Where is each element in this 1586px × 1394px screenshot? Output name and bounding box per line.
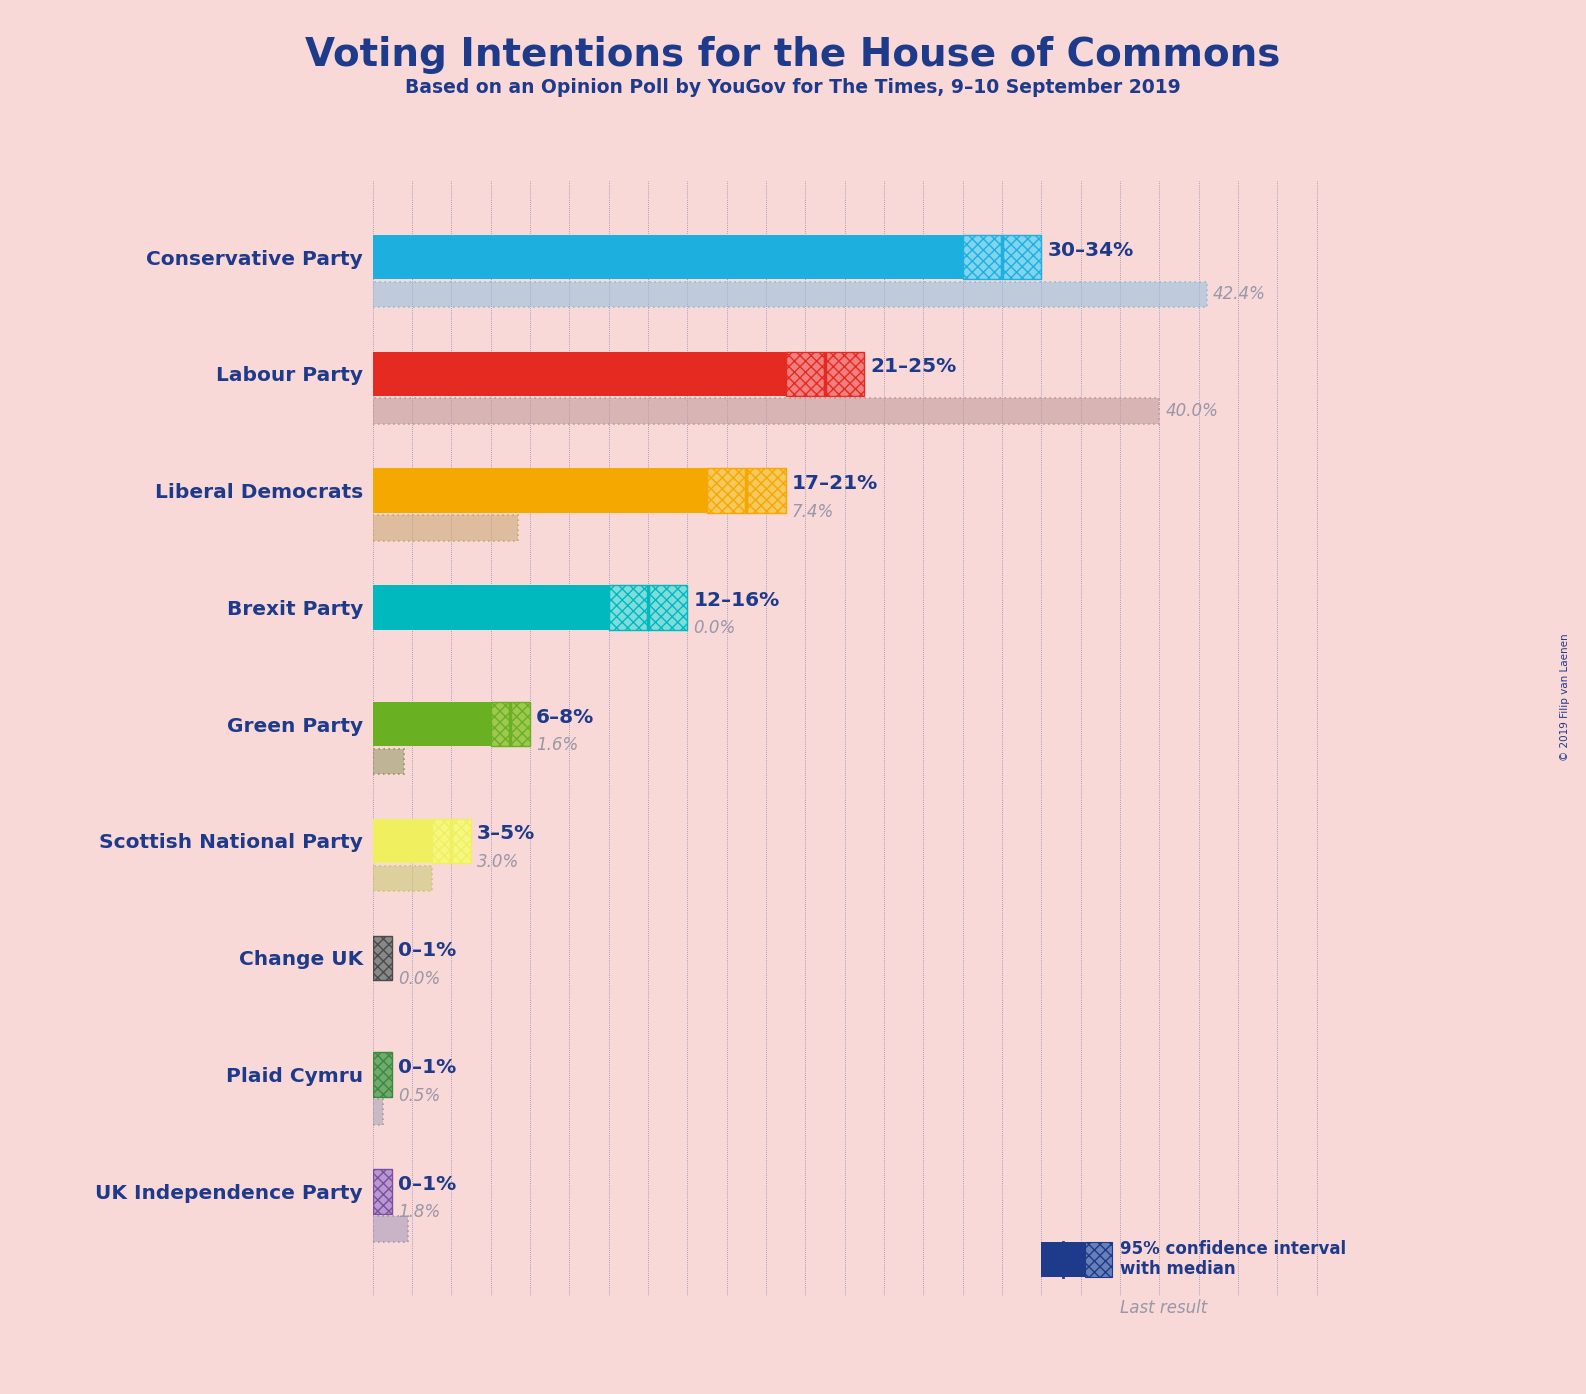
Bar <box>1042 1298 1112 1319</box>
Bar <box>431 818 471 863</box>
Bar <box>373 749 404 775</box>
Text: 7.4%: 7.4% <box>791 503 834 521</box>
Text: 40.0%: 40.0% <box>1166 403 1218 420</box>
Text: 6–8%: 6–8% <box>536 708 595 726</box>
Bar <box>1042 1242 1085 1277</box>
Text: 3–5%: 3–5% <box>477 824 534 843</box>
Text: Last result: Last result <box>1120 1299 1207 1317</box>
Text: 12–16%: 12–16% <box>693 591 780 611</box>
Text: 0–1%: 0–1% <box>398 1058 457 1078</box>
Bar <box>609 585 687 630</box>
Text: 3.0%: 3.0% <box>477 853 519 871</box>
Text: 0–1%: 0–1% <box>398 1175 457 1193</box>
Text: 1.8%: 1.8% <box>398 1203 441 1221</box>
Bar <box>373 1216 408 1242</box>
Text: 0.0%: 0.0% <box>693 619 736 637</box>
Bar <box>373 399 1159 424</box>
Text: 30–34%: 30–34% <box>1047 241 1134 259</box>
Bar <box>373 1216 408 1242</box>
Text: Based on an Opinion Poll by YouGov for The Times, 9–10 September 2019: Based on an Opinion Poll by YouGov for T… <box>404 78 1182 98</box>
Bar <box>373 1098 382 1125</box>
Bar <box>373 935 392 980</box>
Bar <box>373 1052 392 1097</box>
Text: 21–25%: 21–25% <box>871 357 956 376</box>
Text: 17–21%: 17–21% <box>791 474 879 493</box>
Bar <box>373 703 490 746</box>
Text: 0.5%: 0.5% <box>398 1086 441 1104</box>
Bar <box>373 866 431 891</box>
Bar <box>373 282 1207 307</box>
Text: 1.6%: 1.6% <box>536 736 579 754</box>
Bar <box>707 468 785 513</box>
Bar <box>373 818 431 863</box>
Bar <box>373 351 785 396</box>
Bar <box>373 399 1159 424</box>
Bar <box>963 236 1042 279</box>
Bar <box>373 1170 392 1214</box>
Text: © 2019 Filip van Laenen: © 2019 Filip van Laenen <box>1561 633 1570 761</box>
Text: 42.4%: 42.4% <box>1212 286 1266 304</box>
Bar <box>490 703 530 746</box>
Bar <box>1042 1298 1112 1319</box>
Text: 95% confidence interval
with median: 95% confidence interval with median <box>1120 1239 1347 1278</box>
Text: 0–1%: 0–1% <box>398 941 457 960</box>
Bar <box>373 468 707 513</box>
Bar <box>373 749 404 775</box>
Text: 0.0%: 0.0% <box>398 970 441 988</box>
Text: Voting Intentions for the House of Commons: Voting Intentions for the House of Commo… <box>306 36 1280 74</box>
Bar <box>373 236 963 279</box>
Bar <box>373 585 609 630</box>
Bar <box>373 282 1207 307</box>
Bar <box>1085 1242 1112 1277</box>
Bar <box>785 351 864 396</box>
Bar <box>373 516 519 541</box>
Bar <box>373 516 519 541</box>
Bar <box>373 866 431 891</box>
Bar <box>373 1098 382 1125</box>
